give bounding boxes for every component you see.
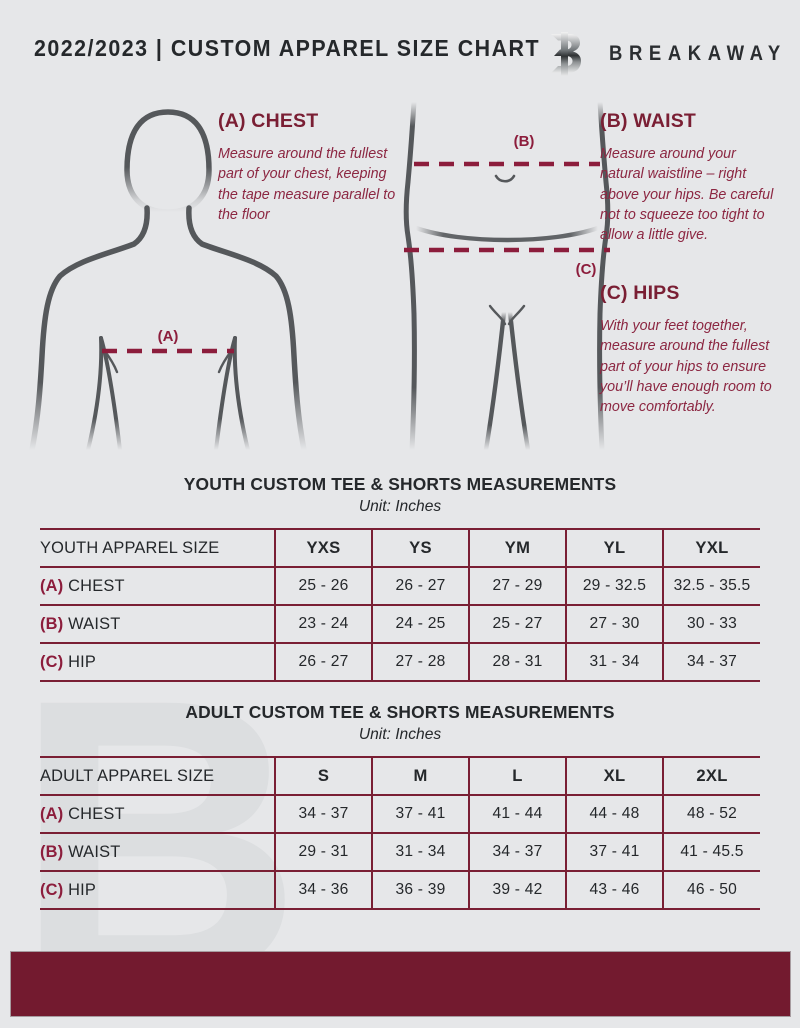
chest-measure-label: (A): [158, 328, 179, 345]
adult-chest-m: 37 - 41: [372, 795, 470, 834]
hips-measure-label: (C): [576, 261, 597, 278]
waist-measure-label: (B): [514, 133, 535, 150]
youth-size-table: YOUTH APPAREL SIZE YXS YS YM YL YXL (A) …: [40, 528, 760, 682]
adult-chest-s: 34 - 37: [275, 795, 373, 834]
table-row: (C) HIP 34 - 36 36 - 39 39 - 42 43 - 46 …: [40, 871, 760, 910]
brand-wordmark: BREAKAWAY: [609, 42, 787, 65]
youth-chest-ys: 26 - 27: [372, 567, 470, 606]
adult-waist-xl: 37 - 41: [566, 833, 664, 872]
youth-row-label-waist: (B) WAIST: [40, 605, 276, 644]
adult-table-title: ADULT CUSTOM TEE & SHORTS MEASUREMENTS: [185, 702, 615, 722]
adult-row-label-waist: (B) WAIST: [40, 833, 276, 872]
youth-row-label-hip: (C) HIP: [40, 643, 276, 682]
page-title: 2022/2023 | CUSTOM APPAREL SIZE CHART: [34, 35, 541, 61]
upper-body-torso-figure: (A): [29, 109, 307, 450]
adult-hip-l: 39 - 42: [469, 871, 567, 910]
hip-label: HIP: [68, 880, 97, 899]
adult-size-table: ADULT APPAREL SIZE S M L XL 2XL (A) CHES…: [40, 756, 760, 910]
youth-hip-ym: 28 - 31: [469, 643, 567, 682]
adult-hip-2xl: 46 - 50: [663, 871, 760, 910]
adult-hip-s: 34 - 36: [275, 871, 373, 910]
adult-chest-xl: 44 - 48: [566, 795, 664, 834]
youth-hip-yl: 31 - 34: [566, 643, 664, 682]
waist-tag: (B): [40, 842, 64, 861]
note-chest-heading: (A) CHEST: [218, 110, 319, 132]
table-row: (C) HIP 26 - 27 27 - 28 28 - 31 31 - 34 …: [40, 643, 760, 682]
youth-chest-yl: 29 - 32.5: [566, 567, 664, 606]
table-header-row: ADULT APPAREL SIZE S M L XL 2XL: [40, 756, 760, 796]
youth-col-yxl: YXL: [663, 528, 760, 568]
lower-body-hips-figure: (B) (C): [403, 100, 611, 450]
youth-chest-ym: 27 - 29: [469, 567, 567, 606]
note-hips-text: With your feet together, measure around …: [600, 318, 772, 416]
adult-col-l: L: [469, 756, 567, 796]
note-chest-text: Measure around the fullest part of your …: [218, 146, 396, 223]
note-waist-heading: (B) WAIST: [600, 110, 697, 132]
chest-tag: (A): [40, 576, 64, 595]
note-chest: (A) CHEST Measure around the fullest par…: [218, 110, 396, 225]
youth-waist-ys: 24 - 25: [372, 605, 470, 644]
chest-label: CHEST: [68, 576, 125, 595]
adult-waist-l: 34 - 37: [469, 833, 567, 872]
table-header-row: YOUTH APPAREL SIZE YXS YS YM YL YXL: [40, 528, 760, 568]
adult-waist-2xl: 41 - 45.5: [663, 833, 760, 872]
youth-waist-ym: 25 - 27: [469, 605, 567, 644]
adult-chest-2xl: 48 - 52: [663, 795, 760, 834]
page-header: 2022/2023 | CUSTOM APPAREL SIZE CHART: [0, 30, 800, 78]
adult-row-label-chest: (A) CHEST: [40, 795, 276, 834]
adult-col-s: S: [275, 756, 373, 796]
table-row: (A) CHEST 25 - 26 26 - 27 27 - 29 29 - 3…: [40, 567, 760, 606]
brand-logo: BREAKAWAY: [539, 28, 800, 80]
hip-tag: (C): [40, 652, 64, 671]
table-row: (A) CHEST 34 - 37 37 - 41 41 - 44 44 - 4…: [40, 795, 760, 834]
note-waist: (B) WAIST Measure around your natural wa…: [600, 110, 780, 245]
hip-label: HIP: [68, 652, 97, 671]
adult-col-m: M: [372, 756, 470, 796]
youth-hip-ys: 27 - 28: [372, 643, 470, 682]
chest-label: CHEST: [68, 804, 125, 823]
youth-chest-yxs: 25 - 26: [275, 567, 373, 606]
youth-chest-yxl: 32.5 - 35.5: [663, 567, 760, 606]
youth-table-unit: Unit: Inches: [358, 498, 442, 515]
youth-hip-yxl: 34 - 37: [663, 643, 760, 682]
youth-col-yxs: YXS: [275, 528, 373, 568]
hip-tag: (C): [40, 880, 64, 899]
adult-chest-l: 41 - 44: [469, 795, 567, 834]
adult-waist-s: 29 - 31: [275, 833, 373, 872]
adult-hip-xl: 43 - 46: [566, 871, 664, 910]
note-hips: (C) HIPS With your feet together, measur…: [600, 282, 772, 417]
adult-col-xl: XL: [566, 756, 664, 796]
adult-hip-m: 36 - 39: [372, 871, 470, 910]
youth-row-label-chest: (A) CHEST: [40, 567, 276, 606]
breakaway-b-monogram-icon: [551, 32, 581, 76]
adult-row-label-hip: (C) HIP: [40, 871, 276, 910]
waist-label: WAIST: [68, 842, 121, 861]
note-waist-text: Measure around your natural waistline – …: [600, 146, 774, 244]
adult-corner-header: ADULT APPAREL SIZE: [40, 756, 276, 796]
youth-hip-yxs: 26 - 27: [275, 643, 373, 682]
youth-waist-yxs: 23 - 24: [275, 605, 373, 644]
adult-waist-m: 31 - 34: [372, 833, 470, 872]
youth-col-yl: YL: [566, 528, 664, 568]
table-row: (B) WAIST 29 - 31 31 - 34 34 - 37 37 - 4…: [40, 833, 760, 872]
youth-table-title: YOUTH CUSTOM TEE & SHORTS MEASUREMENTS: [183, 474, 617, 494]
adult-table-block: ADULT CUSTOM TEE & SHORTS MEASUREMENTS U…: [0, 702, 800, 910]
youth-waist-yxl: 30 - 33: [663, 605, 760, 644]
chest-tag: (A): [40, 804, 64, 823]
youth-col-ys: YS: [372, 528, 470, 568]
youth-col-ym: YM: [469, 528, 567, 568]
measurement-diagrams: (A): [0, 100, 800, 460]
table-row: (B) WAIST 23 - 24 24 - 25 25 - 27 27 - 3…: [40, 605, 760, 644]
waist-tag: (B): [40, 614, 64, 633]
youth-waist-yl: 27 - 30: [566, 605, 664, 644]
adult-col-2xl: 2XL: [663, 756, 760, 796]
youth-corner-header: YOUTH APPAREL SIZE: [40, 528, 276, 568]
waist-label: WAIST: [68, 614, 121, 633]
adult-table-unit: Unit: Inches: [358, 726, 442, 743]
youth-table-block: YOUTH CUSTOM TEE & SHORTS MEASUREMENTS U…: [0, 474, 800, 682]
note-hips-heading: (C) HIPS: [600, 282, 680, 304]
footer-bar: [10, 951, 791, 1017]
